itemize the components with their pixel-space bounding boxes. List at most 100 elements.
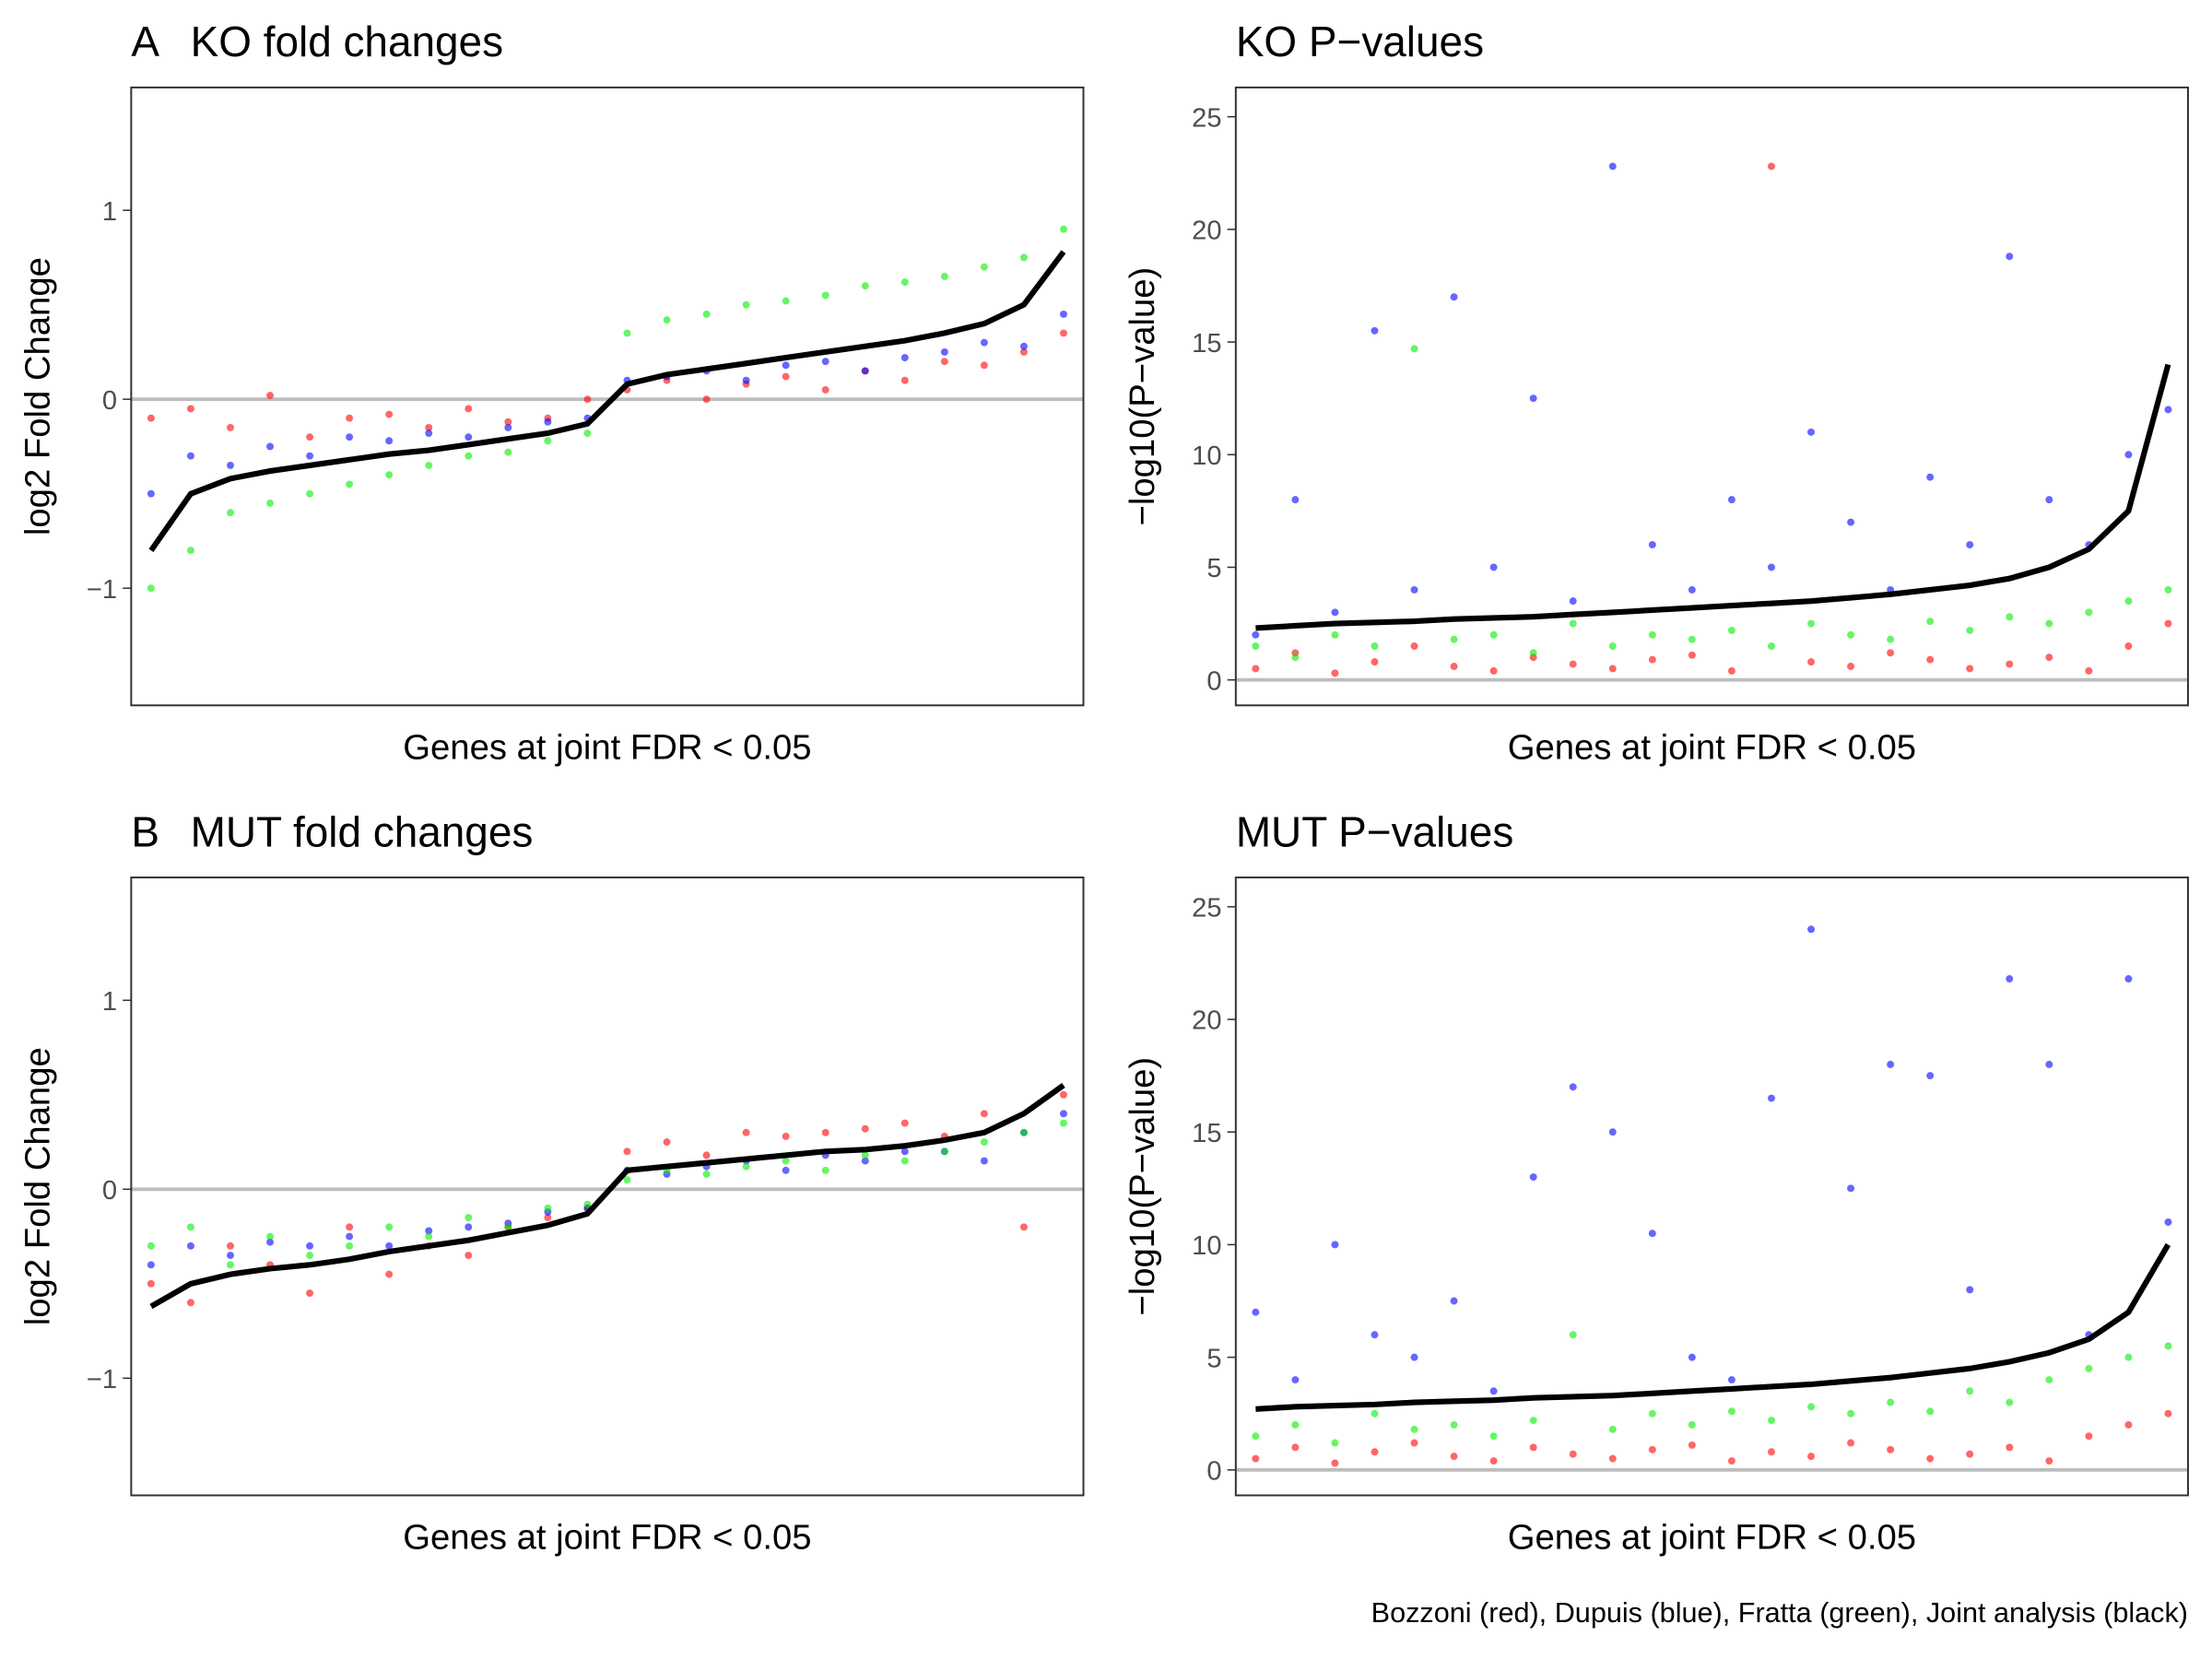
point	[1371, 1448, 1379, 1456]
point	[1847, 663, 1855, 671]
point	[900, 1119, 909, 1127]
point	[1569, 1450, 1577, 1458]
point	[1807, 428, 1815, 436]
point	[465, 1223, 473, 1231]
y-tick-label: 20	[1192, 217, 1221, 246]
panel-title: KO fold changes	[191, 18, 503, 65]
point	[1569, 1331, 1577, 1339]
point	[1569, 597, 1577, 606]
point	[425, 1232, 433, 1241]
point	[306, 452, 314, 460]
point	[425, 461, 433, 469]
y-tick-label: 10	[1192, 441, 1221, 471]
point	[1648, 541, 1656, 549]
y-tick-label: 25	[1192, 103, 1221, 133]
y-tick-label: 20	[1192, 1006, 1221, 1036]
point	[1489, 563, 1498, 571]
point	[1727, 626, 1735, 634]
point	[2006, 1398, 2014, 1406]
point	[1648, 655, 1656, 664]
point	[861, 1151, 869, 1159]
point	[2045, 1376, 2053, 1384]
point	[544, 1204, 552, 1212]
point	[266, 392, 274, 400]
point	[1450, 1420, 1458, 1429]
point	[2085, 666, 2093, 675]
panel-title: KO P−values	[1236, 18, 1484, 65]
point	[346, 414, 354, 422]
point	[385, 410, 394, 418]
point	[1331, 1459, 1339, 1467]
point	[1887, 635, 1895, 643]
point	[1489, 1432, 1498, 1441]
point	[1410, 1439, 1418, 1447]
y-axis-label: log2 Fold Change	[18, 257, 58, 535]
point	[1688, 585, 1696, 594]
point	[1291, 1443, 1300, 1452]
point	[1450, 635, 1458, 643]
y-tick-label: 15	[1192, 1119, 1221, 1148]
point	[1489, 1387, 1498, 1395]
point	[1887, 1398, 1895, 1406]
joint-line	[148, 250, 1066, 552]
point	[1569, 619, 1577, 628]
point	[1529, 394, 1537, 403]
point	[2164, 1342, 2172, 1350]
point	[1331, 1439, 1339, 1447]
point	[147, 489, 155, 498]
point	[1410, 1353, 1418, 1361]
point	[1291, 1376, 1300, 1384]
point	[544, 437, 552, 445]
panel-border	[130, 877, 1085, 1497]
point	[1688, 1420, 1696, 1429]
point	[821, 1128, 830, 1136]
y-axis-label: −log10(P−value)	[1123, 1057, 1162, 1316]
plot-area	[1235, 162, 2188, 682]
point	[1608, 1425, 1617, 1433]
point	[1019, 342, 1028, 350]
point	[1331, 1241, 1339, 1249]
point	[147, 584, 155, 593]
panel-tag: B	[131, 807, 159, 855]
point	[346, 1223, 354, 1231]
point	[1926, 655, 1935, 664]
point	[1060, 225, 1067, 233]
point	[1331, 608, 1339, 617]
point	[1847, 518, 1855, 526]
point	[702, 1151, 711, 1159]
point	[1688, 1353, 1696, 1361]
point	[1291, 1420, 1300, 1429]
panel-border	[1234, 86, 2189, 707]
point	[1450, 1297, 1458, 1305]
point	[226, 1252, 234, 1260]
point	[504, 448, 512, 456]
point	[742, 300, 750, 309]
point	[742, 1128, 750, 1136]
point	[2006, 613, 2014, 621]
point	[2164, 1218, 2172, 1226]
point	[1608, 1454, 1617, 1463]
joint-line	[1255, 1242, 2171, 1412]
point	[1252, 1454, 1260, 1463]
point	[1608, 162, 1617, 171]
point	[1966, 1387, 1974, 1395]
point	[1489, 666, 1498, 675]
point	[306, 1241, 314, 1250]
point	[504, 1223, 512, 1231]
point	[1767, 563, 1775, 571]
point	[1926, 1407, 1935, 1416]
point	[980, 361, 988, 370]
plot-area	[1235, 925, 2188, 1472]
point	[1926, 1454, 1935, 1463]
point	[900, 1157, 909, 1165]
point	[266, 499, 274, 507]
point	[1291, 653, 1300, 662]
point	[1807, 658, 1815, 666]
x-axis-label: Genes at joint FDR < 0.05	[1508, 727, 1916, 767]
point	[1648, 1445, 1656, 1453]
joint-line	[1255, 363, 2171, 631]
point	[1450, 1453, 1458, 1461]
point	[1252, 1432, 1260, 1441]
point	[1807, 1403, 1815, 1411]
y-tick-label: 25	[1192, 894, 1221, 924]
